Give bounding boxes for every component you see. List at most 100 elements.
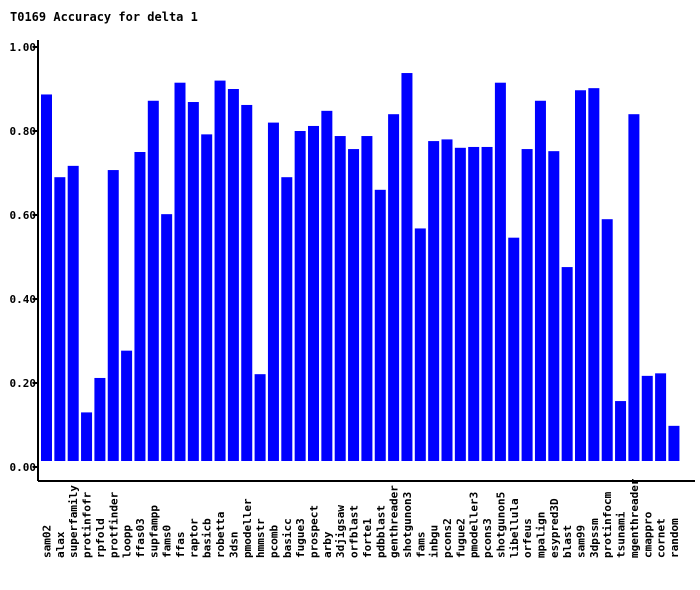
x-tick-label: arby <box>321 531 334 558</box>
x-tick-labels: sam02 alax superfamily protinfofr rpfold prot… <box>41 478 681 558</box>
bar-orfblast <box>348 149 360 461</box>
bar-rpfold <box>94 377 106 461</box>
bar-tsunami <box>615 401 627 461</box>
bar-arby <box>321 110 333 461</box>
y-tick-label: 1.00 <box>10 41 37 54</box>
bar-esypred3D <box>548 151 560 461</box>
x-tick-label: protinfofr <box>81 491 94 558</box>
bar-superfamily <box>67 165 79 462</box>
bar-pcomb <box>267 122 279 461</box>
y-ticks: 0.00 0.20 0.40 0.60 0.80 1.00 <box>10 41 38 474</box>
y-tick-label: 0.20 <box>10 377 37 390</box>
bar-libellula <box>508 237 520 461</box>
bar-protinfofr <box>81 412 93 461</box>
bar-blast <box>561 267 573 461</box>
x-tick-label: orfblast <box>348 505 361 558</box>
x-tick-label: fugue3 <box>294 518 307 558</box>
x-tick-label: robetta <box>214 512 227 558</box>
x-tick-label: libellula <box>508 498 521 558</box>
x-tick-label: hmmstr <box>254 518 267 558</box>
bar-supfampp <box>147 100 159 461</box>
bar-random <box>668 425 680 461</box>
bar-inbgu <box>428 141 440 461</box>
x-tick-label: 3dpssm <box>588 518 601 558</box>
x-tick-label: esypred3D <box>548 498 561 558</box>
x-tick-label: pcomb <box>267 525 280 558</box>
y-tick-label: 0.00 <box>10 461 37 474</box>
x-tick-label: blast <box>561 525 574 558</box>
x-tick-label: orfeus <box>521 518 534 558</box>
x-tick-label: sam02 <box>41 525 54 558</box>
bar-genthreader <box>388 114 400 461</box>
x-tick-label: mpalign <box>534 512 547 558</box>
bar-basicc <box>281 177 293 461</box>
x-tick-label: mgenthreader <box>628 478 641 558</box>
x-tick-label: ffas <box>174 532 187 559</box>
bar-robetta <box>214 80 226 461</box>
x-tick-label: 3dsn <box>227 532 240 559</box>
bar-mpalign <box>534 100 546 461</box>
bar-pcons2 <box>441 139 453 461</box>
bar-mgenthreader <box>628 114 640 461</box>
x-tick-label: fams <box>414 532 427 559</box>
x-tick-label: protinfocm <box>601 491 614 558</box>
bar-shotgunon3 <box>401 73 413 461</box>
x-tick-label: tsunami <box>615 511 628 558</box>
bar-shotgunon5 <box>494 82 506 461</box>
x-tick-label: forte1 <box>361 518 374 558</box>
bar-3dsn <box>227 89 239 461</box>
bars <box>41 73 680 462</box>
bar-hmmstr <box>254 374 266 461</box>
bar-pmodeller <box>241 104 253 462</box>
x-tick-label: cornet <box>655 518 668 558</box>
x-tick-label: pmodeller <box>241 498 254 558</box>
bar-raptor <box>187 102 199 462</box>
bar-pcons3 <box>481 146 493 461</box>
x-tick-label: fugue2 <box>454 518 467 558</box>
bar-orfeus <box>521 149 533 461</box>
bar-sam99 <box>575 90 586 461</box>
bar-protinfocm <box>601 219 613 461</box>
bar-fugue2 <box>454 147 466 462</box>
x-tick-label: loopp <box>121 525 134 558</box>
x-tick-label: random <box>668 518 681 558</box>
x-tick-label: shotgunon3 <box>401 492 414 558</box>
bar-fams0 <box>161 214 173 461</box>
x-tick-label: basicc <box>281 518 294 558</box>
x-tick-label: 3djigsaw <box>334 505 347 558</box>
x-tick-label: prospect <box>308 505 321 558</box>
x-tick-label: rpfold <box>94 518 107 558</box>
x-tick-label: sam99 <box>575 525 588 558</box>
chart-title: T0169 Accuracy for delta 1 <box>10 10 198 24</box>
bar-ffas <box>174 82 186 461</box>
bar-forte1 <box>361 136 373 462</box>
x-tick-label: inbgu <box>428 525 441 558</box>
x-tick-label: alax <box>54 531 67 558</box>
bar-prospect <box>308 125 319 462</box>
x-tick-label: cmappro <box>641 511 654 558</box>
x-tick-label: basicb <box>201 518 214 558</box>
x-tick-label: fams0 <box>161 525 174 558</box>
x-tick-label: shotgunon5 <box>494 492 507 558</box>
bar-cmappro <box>641 375 653 461</box>
bar-pmodeller3 <box>468 146 480 461</box>
x-tick-label: superfamily <box>67 485 80 558</box>
bar-alax <box>54 177 66 461</box>
bar-cornet <box>655 373 667 461</box>
x-tick-label: supfampp <box>147 505 160 558</box>
bar-loopp <box>121 350 133 461</box>
y-tick-label: 0.80 <box>10 125 37 138</box>
x-tick-label: raptor <box>187 518 200 558</box>
bar-basicb <box>201 134 213 462</box>
bar-3dpssm <box>588 88 600 461</box>
bar-fugue3 <box>294 131 306 461</box>
x-tick-label: protfinder <box>107 491 120 558</box>
x-tick-label: pcons3 <box>481 518 494 558</box>
bar-protfinder <box>107 170 119 461</box>
bar-sam02 <box>41 94 52 462</box>
y-tick-label: 0.60 <box>10 209 37 222</box>
bar-ffas03 <box>134 152 146 461</box>
y-tick-label: 0.40 <box>10 293 37 306</box>
x-tick-label: pdbblast <box>374 505 387 558</box>
